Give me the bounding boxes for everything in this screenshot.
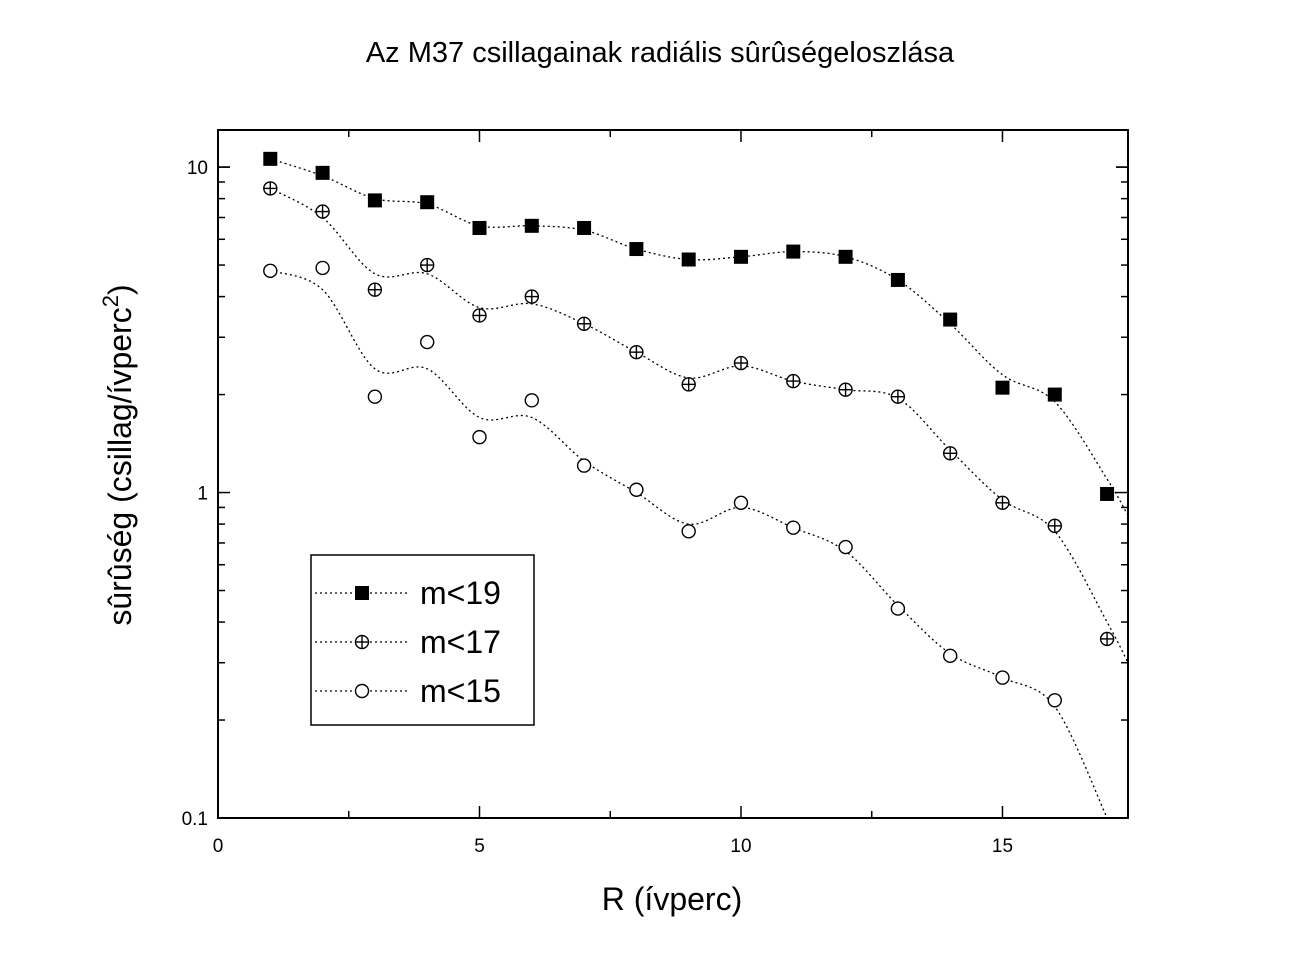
trend-lines [269, 158, 1128, 818]
data-point [890, 601, 906, 616]
data-point [524, 218, 539, 233]
trend-line-0 [270, 158, 1128, 516]
series-m<15 [263, 260, 1062, 708]
data-point [786, 244, 801, 259]
series-m<19 [263, 151, 1115, 501]
data-point [524, 393, 539, 408]
x-tick-label: 10 [730, 836, 751, 857]
legend: m<19 m<17 m<15 [310, 554, 535, 726]
data-point [733, 495, 749, 510]
data-point [576, 316, 592, 331]
legend-marker-2 [354, 683, 370, 699]
series-m<17 [263, 181, 1115, 647]
data-point [995, 380, 1010, 395]
data-point [419, 334, 435, 350]
legend-label-m19: m<19 [420, 575, 501, 611]
data-point [681, 377, 696, 392]
y-axis-label: sûrûség (csillag/ívperc2) [98, 284, 138, 625]
data-point [943, 312, 958, 327]
data-point [733, 249, 748, 264]
data-point [890, 389, 906, 404]
plot-frame [217, 129, 1129, 819]
y-tick-label: 0.1 [182, 809, 208, 830]
data-point [367, 282, 383, 297]
data-point [315, 260, 330, 276]
data-point [681, 524, 696, 539]
x-tick-label: 5 [474, 836, 485, 857]
data-point [472, 308, 487, 323]
data-point [1047, 518, 1062, 534]
data-point [263, 263, 278, 279]
data-point [629, 482, 644, 497]
data-point [786, 373, 801, 389]
data-point [263, 181, 278, 196]
data-point [1100, 486, 1115, 501]
data-point [315, 204, 330, 219]
data-point [576, 458, 592, 473]
data-point [367, 389, 383, 404]
chart-title: Az M37 csillagainak radiális sûrûségelos… [366, 37, 955, 69]
data-point [263, 151, 278, 166]
y-tick-label: 10 [187, 158, 208, 179]
x-tick-label: 0 [213, 836, 224, 857]
y-tick-label: 1 [197, 484, 208, 505]
data-point [1047, 693, 1062, 708]
data-point [995, 495, 1010, 510]
data-point [1047, 387, 1062, 402]
x-tick-label: 15 [992, 836, 1013, 857]
legend-box [310, 554, 535, 726]
y-axis-label-superscript: 2 [98, 295, 123, 307]
data-point [472, 220, 487, 235]
legend-marker-0 [355, 586, 369, 600]
data-point [838, 539, 853, 555]
data-point [942, 446, 958, 461]
data-point [315, 165, 330, 180]
data-point [890, 272, 905, 287]
data-point [629, 242, 644, 257]
data-point [472, 429, 487, 445]
y-axis-label-close: ) [102, 284, 138, 295]
data-point [1099, 631, 1115, 647]
trend-line-1 [269, 187, 1128, 663]
data-point [733, 355, 749, 371]
y-axis-label-main: sûrûség (csillag/ívperc [102, 307, 138, 625]
data-point [942, 648, 958, 664]
legend-label-m17: m<17 [420, 624, 501, 660]
data-point [838, 382, 853, 397]
data-point [577, 220, 592, 235]
data-point [419, 257, 435, 273]
x-axis-label: R (ívperc) [602, 881, 742, 917]
data-point [629, 344, 644, 360]
data-point [681, 252, 696, 267]
data-point [786, 520, 801, 535]
plot-area: 0 5 10 15 0.1 1 10 [182, 129, 1129, 857]
data-point [367, 193, 382, 208]
data-point [420, 195, 435, 210]
legend-label-m15: m<15 [420, 673, 501, 709]
data-point [524, 289, 539, 304]
legend-marker-1 [354, 634, 370, 650]
trend-line-2 [270, 270, 1108, 818]
data-point [995, 670, 1010, 685]
data-point [838, 249, 853, 264]
